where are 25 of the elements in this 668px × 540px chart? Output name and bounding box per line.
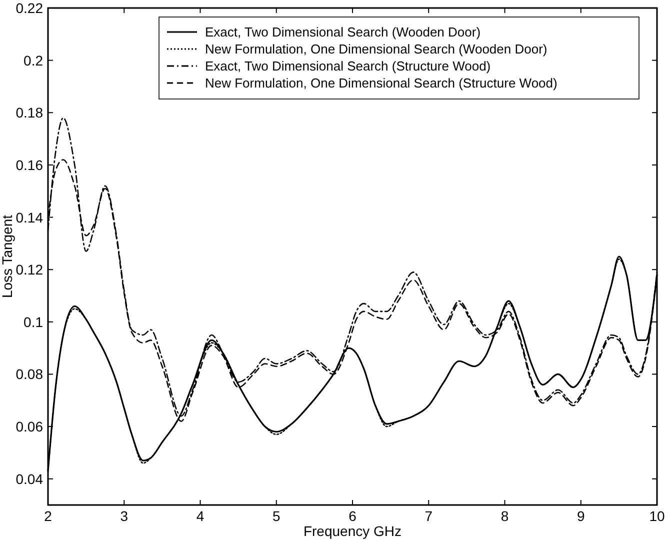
x-tick-label: 2 — [44, 508, 52, 524]
x-tick-label: 5 — [272, 508, 280, 524]
y-tick-label: 0.18 — [16, 104, 44, 121]
y-tick-label: 0.16 — [16, 156, 44, 173]
x-tick-label: 7 — [424, 508, 433, 524]
x-axis-title: Frequency GHz — [303, 523, 402, 539]
x-tick-label: 10 — [649, 508, 665, 524]
x-tick-label: 9 — [576, 508, 585, 524]
y-tick-label: 0.04 — [16, 470, 44, 487]
y-tick-label: 0.1 — [24, 314, 44, 330]
x-tick-label: 3 — [120, 508, 128, 524]
y-tick-label: 0.06 — [16, 418, 44, 435]
x-tick-label: 6 — [348, 508, 357, 524]
legend-label: Exact, Two Dimensional Search (Wooden Door) — [205, 24, 481, 40]
y-tick-label: 0.08 — [16, 366, 44, 382]
legend-label: New Formulation, One Dimensional Search (Structure Wood) — [205, 76, 558, 90]
legend-label: New Formulation, One Dimensional Search (Wooden Door) — [205, 42, 548, 56]
x-tick-label: 4 — [196, 508, 204, 524]
legend-label: Exact, Two Dimensional Search (Structure Wood) — [205, 58, 491, 74]
y-tick-label: 0.2 — [24, 52, 44, 68]
y-tick-label: 0.22 — [16, 0, 44, 16]
x-tick-label: 8 — [500, 508, 509, 524]
y-tick-label: 0.14 — [16, 209, 44, 226]
y-axis-title: Loss Tangent — [0, 214, 15, 298]
y-tick-label: 0.12 — [16, 262, 44, 278]
